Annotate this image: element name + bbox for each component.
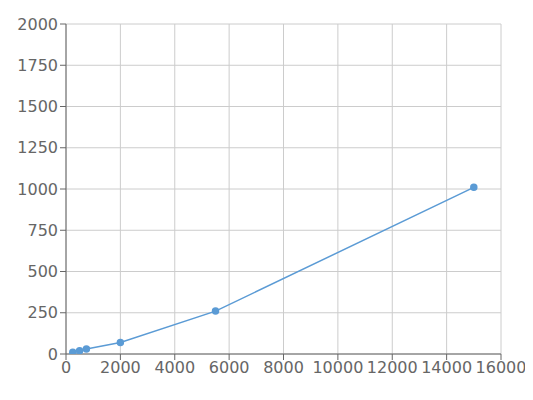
svg-text:1750: 1750 [17,56,58,75]
svg-text:250: 250 [27,303,58,322]
svg-text:1000: 1000 [17,180,58,199]
svg-text:8000: 8000 [263,358,304,377]
svg-text:0: 0 [48,345,58,364]
svg-text:500: 500 [27,262,58,281]
svg-text:10000: 10000 [312,358,363,377]
svg-text:12000: 12000 [367,358,418,377]
svg-text:4000: 4000 [154,358,195,377]
svg-text:2000: 2000 [100,358,141,377]
svg-text:6000: 6000 [209,358,250,377]
svg-text:1500: 1500 [17,97,58,116]
svg-text:750: 750 [27,221,58,240]
svg-text:14000: 14000 [421,358,472,377]
svg-text:0: 0 [61,358,71,377]
svg-text:16000: 16000 [476,358,525,377]
svg-text:1250: 1250 [17,138,58,157]
svg-text:2000: 2000 [17,15,58,34]
